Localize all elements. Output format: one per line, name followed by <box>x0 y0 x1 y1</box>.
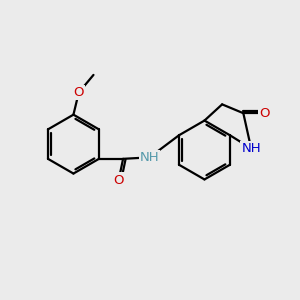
Text: O: O <box>74 86 84 99</box>
Text: O: O <box>113 173 124 187</box>
Text: NH: NH <box>140 151 159 164</box>
Text: O: O <box>259 107 270 120</box>
Text: NH: NH <box>242 142 261 155</box>
